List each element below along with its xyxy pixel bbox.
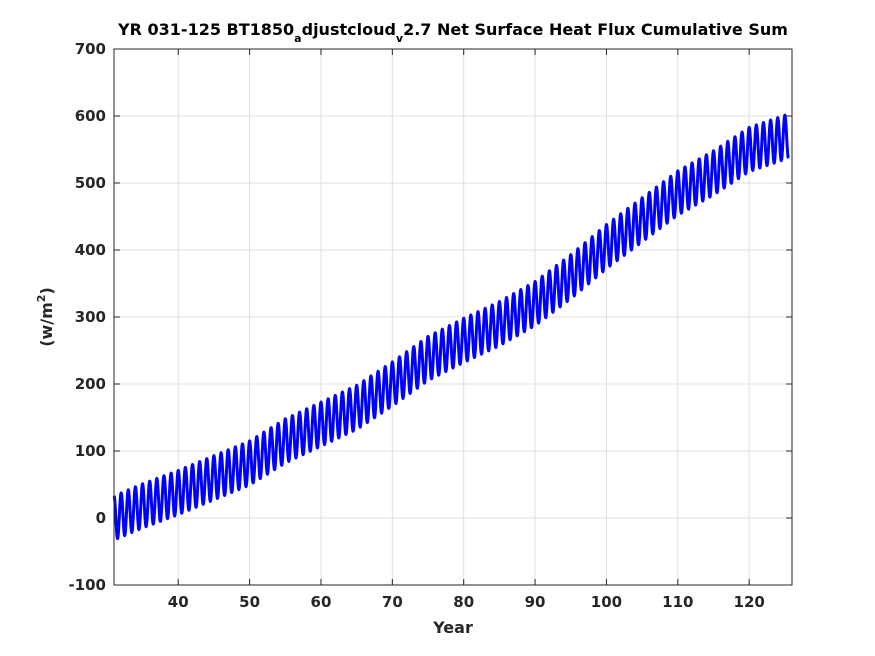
x-tick-label: 100 [591, 593, 622, 611]
y-axis-ticks: -100 0 100 200 300 400 500 600 700 [68, 40, 792, 594]
y-tick-label: 0 [96, 509, 106, 527]
y-tick-label: -100 [68, 576, 106, 594]
y-tick-label: 400 [75, 241, 106, 259]
x-tick-label: 40 [168, 593, 189, 611]
y-tick-label: 500 [75, 174, 106, 192]
x-tick-label: 80 [453, 593, 474, 611]
x-tick-label: 120 [734, 593, 765, 611]
series-line [112, 113, 790, 541]
y-tick-label: 300 [75, 308, 106, 326]
y-tick-label: 700 [75, 40, 106, 58]
x-tick-label: 60 [311, 593, 332, 611]
x-axis-ticks: 40 50 60 70 80 90 100 110 120 [168, 49, 765, 611]
grid-lines [114, 49, 792, 585]
y-tick-label: 100 [75, 442, 106, 460]
chart-title: YR 031-125 BT1850adjustcloudv2.7 Net Sur… [117, 20, 788, 45]
data-layer [112, 113, 790, 541]
x-tick-label: 110 [662, 593, 693, 611]
x-axis-label: Year [432, 618, 473, 637]
y-tick-label: 600 [75, 107, 106, 125]
x-tick-label: 50 [239, 593, 260, 611]
y-tick-label: 200 [75, 375, 106, 393]
y-axis-label: (w/m2) [35, 287, 56, 347]
x-tick-label: 90 [525, 593, 546, 611]
x-tick-label: 70 [382, 593, 403, 611]
